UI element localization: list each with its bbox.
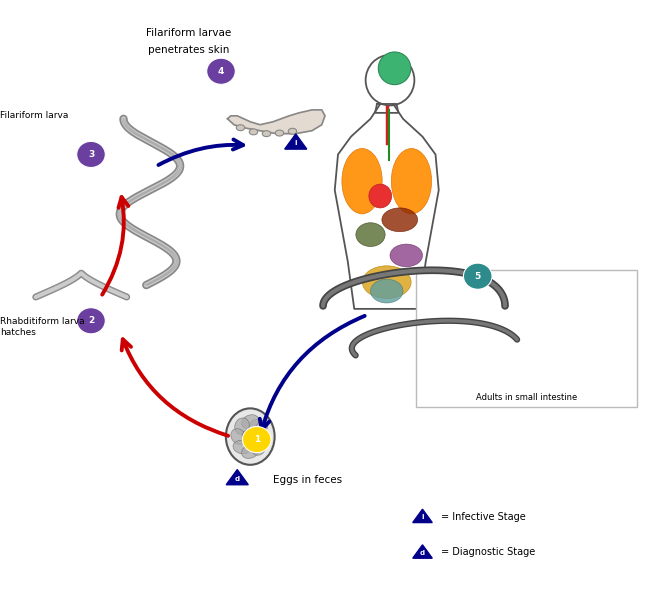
- Ellipse shape: [226, 409, 274, 465]
- Ellipse shape: [288, 128, 296, 134]
- Ellipse shape: [250, 419, 268, 433]
- Polygon shape: [413, 545, 432, 558]
- Ellipse shape: [363, 266, 411, 299]
- Ellipse shape: [342, 148, 382, 214]
- Polygon shape: [226, 470, 248, 485]
- Text: = Diagnostic Stage: = Diagnostic Stage: [441, 548, 535, 557]
- Polygon shape: [285, 134, 307, 149]
- Ellipse shape: [369, 184, 391, 208]
- Ellipse shape: [237, 125, 244, 131]
- Ellipse shape: [370, 279, 403, 303]
- Polygon shape: [227, 110, 325, 134]
- Ellipse shape: [231, 429, 246, 444]
- Text: 5: 5: [474, 271, 481, 281]
- Text: 2: 2: [88, 316, 94, 326]
- Circle shape: [463, 263, 492, 289]
- Text: 1: 1: [254, 435, 260, 444]
- Text: Rhabditiform larva
hatches: Rhabditiform larva hatches: [0, 317, 84, 337]
- Circle shape: [207, 58, 235, 84]
- Polygon shape: [413, 509, 432, 523]
- Circle shape: [77, 141, 105, 168]
- Ellipse shape: [276, 130, 284, 136]
- Ellipse shape: [262, 131, 271, 137]
- Circle shape: [242, 426, 271, 453]
- Text: Filariform larvae: Filariform larvae: [146, 28, 231, 37]
- Ellipse shape: [233, 440, 251, 454]
- Ellipse shape: [252, 439, 266, 455]
- Ellipse shape: [235, 418, 249, 434]
- Text: i: i: [421, 514, 424, 520]
- Ellipse shape: [356, 223, 385, 247]
- Circle shape: [77, 308, 105, 334]
- Text: Filariform larva: Filariform larva: [0, 111, 68, 121]
- Text: d: d: [235, 476, 240, 482]
- Text: i: i: [294, 140, 297, 146]
- Ellipse shape: [250, 129, 257, 135]
- Ellipse shape: [242, 415, 259, 429]
- Text: d: d: [420, 550, 425, 556]
- Text: = Infective Stage: = Infective Stage: [441, 512, 525, 522]
- Text: 4: 4: [218, 67, 224, 76]
- Ellipse shape: [254, 429, 270, 444]
- Ellipse shape: [242, 429, 259, 444]
- FancyBboxPatch shape: [416, 270, 637, 407]
- Ellipse shape: [242, 444, 259, 459]
- Ellipse shape: [378, 52, 411, 84]
- Text: Adults in small intestine: Adults in small intestine: [476, 393, 577, 403]
- Ellipse shape: [390, 244, 422, 267]
- Ellipse shape: [382, 208, 417, 232]
- Ellipse shape: [391, 148, 432, 214]
- Text: Eggs in feces: Eggs in feces: [273, 475, 342, 485]
- Text: 3: 3: [88, 150, 94, 159]
- Text: penetrates skin: penetrates skin: [148, 46, 229, 55]
